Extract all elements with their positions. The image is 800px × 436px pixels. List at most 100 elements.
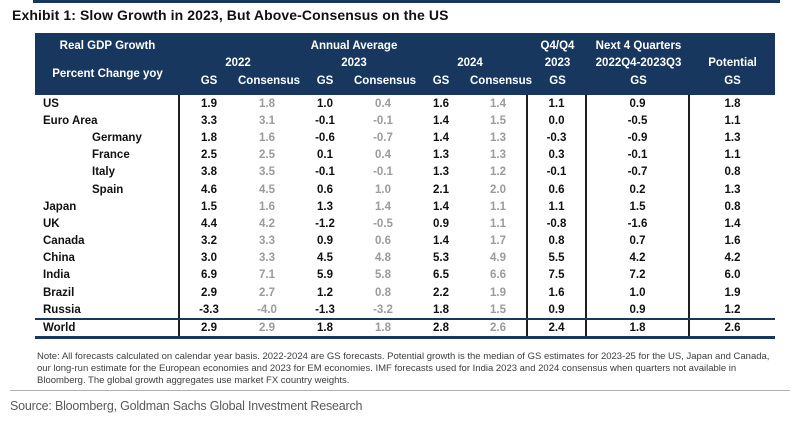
header-year-2023: 2023 — [341, 56, 367, 69]
value-cell: 0.2 — [587, 180, 690, 199]
value-cell: 1.3 — [470, 129, 528, 147]
value-cell: -3.3 — [199, 303, 219, 316]
value-cell: 3.1 — [259, 114, 275, 127]
value-cell: 2.6 — [724, 322, 741, 335]
value-cell: 4.2 — [724, 252, 741, 265]
header-year-2024: 2024 — [457, 56, 483, 69]
value-cell: 1.1 — [470, 198, 528, 216]
header-annual-average: Annual Average — [310, 39, 398, 52]
value-cell: 1.0 — [587, 284, 690, 302]
country-cell: World — [35, 320, 180, 337]
table-row: France 2.5 2.5 0.1 0.4 1.3 1.3 0.3 -0.1 1.1 — [35, 146, 775, 164]
value-cell: 0.7 — [587, 232, 690, 250]
table-row: India 6.9 7.1 5.9 5.8 6.5 6.6 7.5 7.2 6.0 — [35, 266, 775, 285]
value-cell: 0.8 — [724, 200, 741, 213]
value-cell: 1.5 — [470, 301, 528, 319]
value-cell: 5.9 — [317, 269, 333, 282]
value-cell: 0.9 — [317, 235, 333, 248]
header-next-4-quarters: Next 4 Quarters — [595, 39, 682, 52]
value-cell: -0.7 — [587, 163, 690, 181]
value-cell: 0.9 — [587, 301, 690, 319]
value-cell: 1.6 — [724, 235, 741, 248]
value-cell: -0.9 — [587, 129, 690, 147]
value-cell: 1.1 — [470, 215, 528, 233]
table-row: Russia -3.3 -4.0 -1.3 -3.2 1.8 1.5 0.9 0.9 1.2 — [35, 301, 775, 319]
value-cell: 3.3 — [259, 252, 275, 265]
value-cell: -0.1 — [587, 146, 690, 164]
value-cell: 2.9 — [259, 322, 275, 335]
value-cell: 1.4 — [724, 217, 741, 230]
value-cell: 6.6 — [470, 266, 528, 285]
value-cell: 2.8 — [433, 322, 449, 335]
value-cell: 1.3 — [724, 131, 741, 144]
header-potential: Potential — [708, 56, 757, 69]
header-consensus-2024: Consensus — [470, 74, 532, 87]
value-cell: -3.2 — [373, 303, 393, 316]
header-gs-2024: GS — [432, 74, 450, 87]
table-header: Real GDP Growth Annual Average Q4/Q4 Nex… — [35, 33, 775, 95]
table-row: Germany 1.8 1.6 -0.6 -0.7 1.4 1.3 -0.3 -0.9 1.3 — [35, 129, 775, 147]
value-cell: 4.5 — [259, 183, 275, 196]
value-cell: 1.5 — [201, 200, 217, 213]
country-cell: Russia — [35, 301, 180, 319]
value-cell: -1.2 — [315, 217, 335, 230]
value-cell: -0.3 — [528, 129, 587, 147]
value-cell: 2.6 — [470, 320, 528, 337]
value-cell: 4.4 — [201, 217, 217, 230]
value-cell: 0.6 — [375, 235, 391, 248]
value-cell: 0.6 — [317, 183, 333, 196]
value-cell: 3.5 — [259, 166, 275, 179]
country-cell: France — [35, 146, 180, 164]
value-cell: -0.5 — [373, 217, 393, 230]
value-cell: -0.6 — [315, 131, 335, 144]
table-row: Spain 4.6 4.5 0.6 1.0 2.1 2.0 0.6 0.2 1.3 — [35, 180, 775, 199]
value-cell: 4.5 — [317, 252, 333, 265]
header-gs-next4q: GS — [630, 74, 647, 87]
value-cell: -0.1 — [528, 163, 587, 181]
value-cell: 1.4 — [433, 200, 449, 213]
value-cell: 1.8 — [724, 97, 741, 110]
world-row-slot: World 2.9 2.9 1.8 1.8 2.8 2.6 2.4 1.8 2.6 — [35, 318, 775, 340]
value-cell: -0.5 — [587, 112, 690, 130]
value-cell: 0.4 — [375, 149, 391, 162]
value-cell: 1.2 — [724, 303, 741, 316]
header-q4q4-year: 2023 — [544, 56, 571, 69]
value-cell: -1.6 — [587, 215, 690, 233]
country-cell: China — [35, 249, 180, 267]
value-cell: 0.0 — [528, 112, 587, 130]
header-next4q-range: 2022Q4-2023Q3 — [595, 56, 682, 69]
value-cell: 4.6 — [201, 183, 217, 196]
header-q4q4: Q4/Q4 — [540, 39, 575, 52]
value-cell: 5.5 — [528, 249, 587, 267]
value-cell: 2.9 — [201, 322, 217, 335]
value-cell: 1.3 — [470, 146, 528, 164]
value-cell: 1.8 — [433, 303, 449, 316]
table-body: US 1.9 1.8 1.0 0.4 1.6 1.4 1.1 0.9 1.8 Euro Area 3.… — [35, 95, 775, 319]
value-cell: 1.6 — [528, 284, 587, 302]
value-cell: 3.8 — [201, 166, 217, 179]
value-cell: 1.9 — [201, 97, 217, 110]
value-cell: -0.1 — [373, 114, 393, 127]
value-cell: 0.8 — [375, 286, 391, 299]
value-cell: 1.1 — [724, 149, 741, 162]
exhibit-top-rule — [33, 0, 780, 3]
value-cell: 4.8 — [375, 252, 391, 265]
value-cell: 1.3 — [433, 166, 449, 179]
value-cell: 2.1 — [433, 183, 449, 196]
value-cell: 1.7 — [470, 232, 528, 250]
country-cell: Euro Area — [35, 112, 180, 130]
country-cell: Spain — [35, 180, 180, 199]
value-cell: -0.7 — [373, 131, 393, 144]
value-cell: 6.5 — [433, 269, 449, 282]
header-gs-2023: GS — [316, 74, 334, 87]
value-cell: 2.0 — [470, 180, 528, 199]
footnote: Note: All forecasts calculated on calend… — [37, 351, 770, 386]
value-cell: 1.2 — [317, 286, 333, 299]
value-cell: 0.6 — [528, 180, 587, 199]
value-cell: 1.3 — [317, 200, 333, 213]
value-cell: 1.3 — [433, 149, 449, 162]
country-cell: Brazil — [35, 284, 180, 302]
value-cell: -0.8 — [528, 215, 587, 233]
value-cell: 0.3 — [528, 146, 587, 164]
header-consensus-2022: Consensus — [238, 74, 300, 87]
